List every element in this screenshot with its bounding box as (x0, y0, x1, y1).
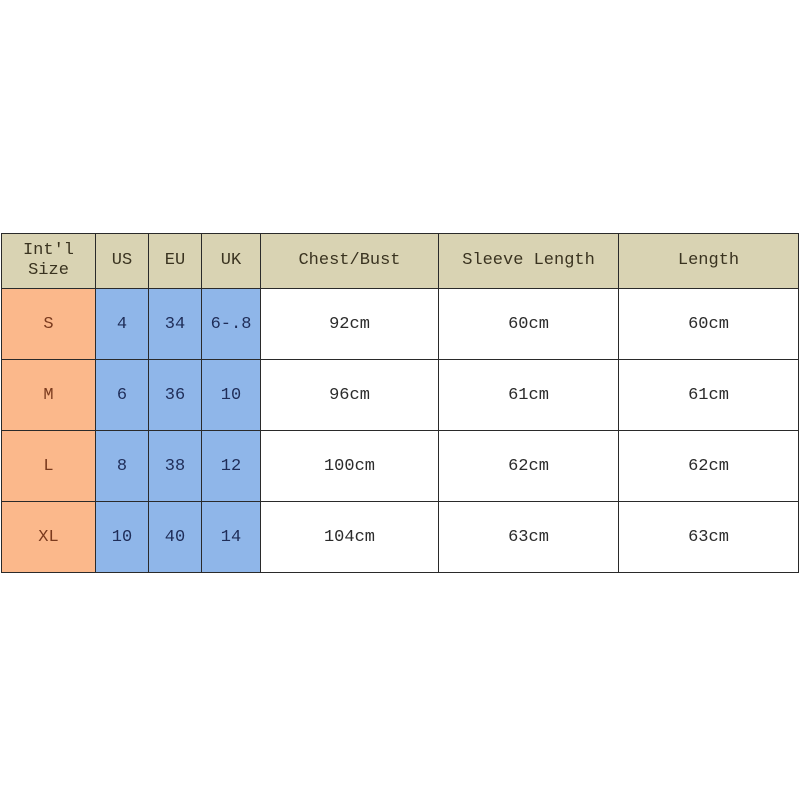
header-eu: EU (148, 233, 202, 289)
table-row: XL 10 40 14 104cm 63cm 63cm (1, 501, 799, 573)
header-length: Length (618, 233, 799, 289)
cell-us: 6 (95, 359, 149, 431)
cell-size: S (1, 288, 96, 360)
cell-chest: 92cm (260, 288, 439, 360)
cell-uk: 14 (201, 501, 261, 573)
cell-length: 62cm (618, 430, 799, 502)
cell-us: 10 (95, 501, 149, 573)
cell-us: 4 (95, 288, 149, 360)
cell-uk: 10 (201, 359, 261, 431)
size-chart-table: Int'l Size US EU UK Chest/Bust Sleeve Le… (1, 233, 799, 573)
cell-uk: 6-.8 (201, 288, 261, 360)
header-uk: UK (201, 233, 261, 289)
cell-sleeve: 63cm (438, 501, 619, 573)
cell-length: 61cm (618, 359, 799, 431)
cell-uk: 12 (201, 430, 261, 502)
cell-chest: 104cm (260, 501, 439, 573)
cell-size: L (1, 430, 96, 502)
cell-sleeve: 62cm (438, 430, 619, 502)
cell-size: M (1, 359, 96, 431)
cell-chest: 96cm (260, 359, 439, 431)
table-row: S 4 34 6-.8 92cm 60cm 60cm (1, 288, 799, 360)
header-sleeve-length: Sleeve Length (438, 233, 619, 289)
cell-length: 60cm (618, 288, 799, 360)
cell-size: XL (1, 501, 96, 573)
header-intl-size: Int'l Size (1, 233, 96, 289)
cell-chest: 100cm (260, 430, 439, 502)
header-chest-bust: Chest/Bust (260, 233, 439, 289)
cell-eu: 38 (148, 430, 202, 502)
cell-eu: 36 (148, 359, 202, 431)
cell-sleeve: 60cm (438, 288, 619, 360)
header-us: US (95, 233, 149, 289)
table-row: M 6 36 10 96cm 61cm 61cm (1, 359, 799, 431)
cell-us: 8 (95, 430, 149, 502)
cell-eu: 34 (148, 288, 202, 360)
cell-sleeve: 61cm (438, 359, 619, 431)
table-row: L 8 38 12 100cm 62cm 62cm (1, 430, 799, 502)
header-row: Int'l Size US EU UK Chest/Bust Sleeve Le… (1, 233, 799, 289)
cell-length: 63cm (618, 501, 799, 573)
cell-eu: 40 (148, 501, 202, 573)
